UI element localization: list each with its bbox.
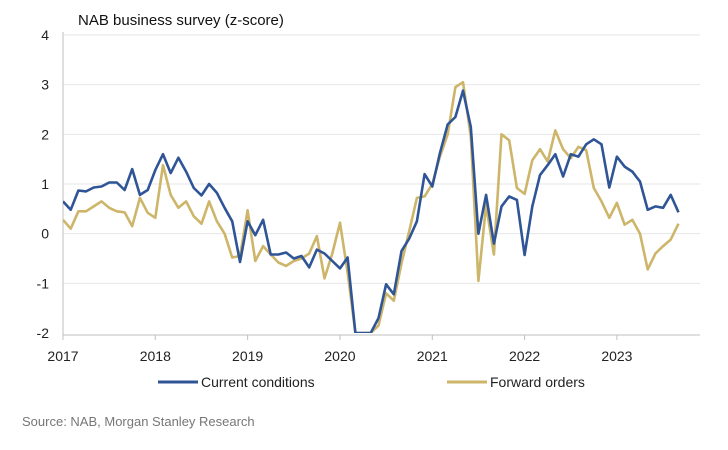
x-tick-label: 2021 bbox=[417, 348, 448, 364]
y-tick-labels: 4 3 2 1 0 -1 -2 bbox=[37, 27, 50, 341]
x-tick-labels: 2017 2018 2019 2020 2021 2022 2023 bbox=[47, 348, 632, 364]
x-tick-label: 2018 bbox=[140, 348, 171, 364]
x-tick-label: 2023 bbox=[601, 348, 632, 364]
x-tick-label: 2019 bbox=[232, 348, 263, 364]
y-tick-label: -2 bbox=[37, 325, 50, 341]
axes bbox=[62, 32, 700, 340]
y-tick-label: 0 bbox=[41, 226, 49, 242]
series-layer bbox=[63, 80, 680, 333]
legend-label-forward-orders: Forward orders bbox=[490, 374, 585, 390]
y-tick-label: 4 bbox=[41, 27, 49, 43]
y-tick-label: -1 bbox=[37, 275, 50, 291]
y-tick-label: 3 bbox=[41, 77, 49, 93]
source-note: Source: NAB, Morgan Stanley Research bbox=[22, 414, 255, 429]
series-line-current-conditions bbox=[63, 89, 680, 333]
legend-label-current-conditions: Current conditions bbox=[201, 374, 315, 390]
x-tick-label: 2020 bbox=[324, 348, 355, 364]
x-tick-label: 2022 bbox=[509, 348, 540, 364]
x-tick-label: 2017 bbox=[47, 348, 78, 364]
chart-title: NAB business survey (z-score) bbox=[78, 12, 284, 29]
legend: Current conditions Forward orders bbox=[158, 374, 585, 390]
series-line-forward-orders bbox=[63, 80, 680, 333]
y-tick-label: 2 bbox=[41, 126, 49, 142]
y-tick-label: 1 bbox=[41, 176, 49, 192]
